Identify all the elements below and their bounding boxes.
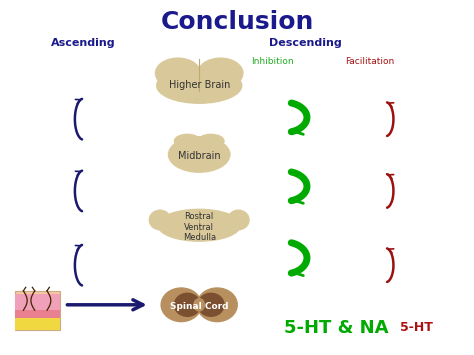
Text: 5-HT: 5-HT (400, 321, 433, 334)
Text: Facilitation: Facilitation (345, 57, 394, 66)
Text: Rostral
Ventral
Medulla: Rostral Ventral Medulla (182, 212, 216, 242)
Ellipse shape (161, 288, 201, 322)
Ellipse shape (198, 134, 224, 148)
Ellipse shape (228, 210, 249, 230)
Text: Conclusion: Conclusion (160, 10, 314, 33)
Ellipse shape (156, 68, 242, 103)
Ellipse shape (194, 299, 204, 311)
Ellipse shape (174, 293, 201, 316)
FancyBboxPatch shape (15, 310, 60, 318)
FancyBboxPatch shape (15, 318, 60, 330)
FancyBboxPatch shape (15, 294, 60, 310)
Ellipse shape (158, 209, 240, 241)
Text: Descending: Descending (269, 38, 342, 48)
Text: 5-HT & NA: 5-HT & NA (284, 319, 389, 337)
Text: Midbrain: Midbrain (178, 151, 220, 161)
Text: Inhibition: Inhibition (251, 57, 294, 66)
FancyBboxPatch shape (15, 291, 60, 330)
Ellipse shape (149, 210, 171, 230)
Text: Spinal Cord: Spinal Cord (170, 302, 228, 311)
Text: Higher Brain: Higher Brain (168, 80, 230, 90)
Ellipse shape (174, 134, 201, 148)
Text: Ascending: Ascending (51, 38, 116, 48)
Ellipse shape (198, 58, 243, 88)
Ellipse shape (197, 288, 237, 322)
Ellipse shape (198, 293, 224, 316)
Ellipse shape (155, 58, 201, 88)
Ellipse shape (168, 137, 230, 172)
